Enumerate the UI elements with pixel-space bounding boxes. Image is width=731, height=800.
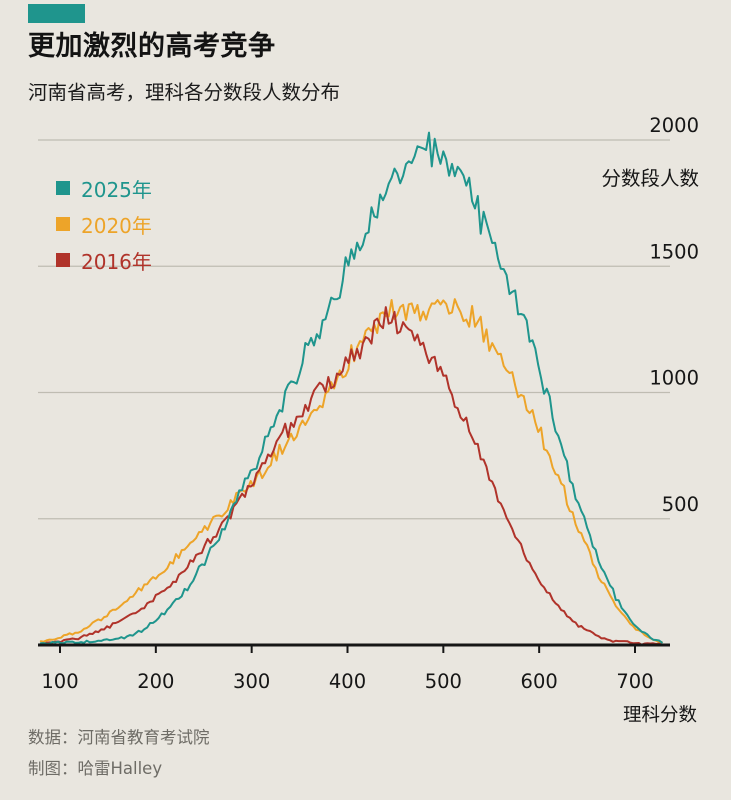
legend-label: 2025年 (81, 177, 152, 202)
y-tick-label-1000: 1000 (649, 367, 699, 390)
brand-block (28, 4, 85, 23)
legend-swatch (56, 253, 70, 267)
legend-item: 2016年 (56, 242, 152, 278)
x-tick-label-400: 400 (329, 670, 366, 693)
legend-label: 2020年 (81, 213, 152, 238)
legend: 2025年 2020年 2016年 (56, 170, 152, 278)
x-axis: 100 200 300 400 500 600 700 (38, 643, 670, 693)
legend-item: 2020年 (56, 206, 152, 242)
legend-swatch (56, 181, 70, 195)
x-tick-label-200: 200 (137, 670, 174, 693)
x-tick-label-600: 600 (521, 670, 558, 693)
y-tick-label-1500: 1500 (649, 240, 699, 263)
y-tick-label-500: 500 (662, 493, 699, 516)
series-lines (39, 131, 663, 646)
y-tick-label-2000: 2000 (649, 114, 699, 137)
gridlines: 2000 1500 1000 500 (38, 114, 699, 520)
y-axis-title: 分数段人数 (601, 167, 699, 190)
chart-title: 更加激烈的高考竞争 (28, 31, 276, 62)
x-axis-title: 理科分数 (623, 705, 697, 726)
distribution-line-chart: 2000 1500 1000 500 100 200 300 400 500 600 700 分数… (38, 114, 699, 726)
footer: 数据：河南省教育考试院 制图：哈雷Halley (28, 724, 210, 786)
x-tick-label-700: 700 (616, 670, 653, 693)
source-note: 数据：河南省教育考试院 (28, 728, 210, 747)
legend-item: 2025年 (56, 170, 152, 206)
series-line-2016年 (39, 306, 663, 646)
x-tick-label-500: 500 (425, 670, 462, 693)
series-line-2020年 (39, 298, 663, 644)
legend-swatch (56, 217, 70, 231)
credit-note: 制图：哈雷Halley (28, 759, 163, 778)
series-line-2025年 (39, 131, 663, 645)
x-tick-label-300: 300 (233, 670, 270, 693)
x-tick-label-100: 100 (41, 670, 78, 693)
legend-label: 2016年 (81, 249, 152, 274)
chart-subtitle: 河南省高考，理科各分数段人数分布 (28, 81, 341, 104)
